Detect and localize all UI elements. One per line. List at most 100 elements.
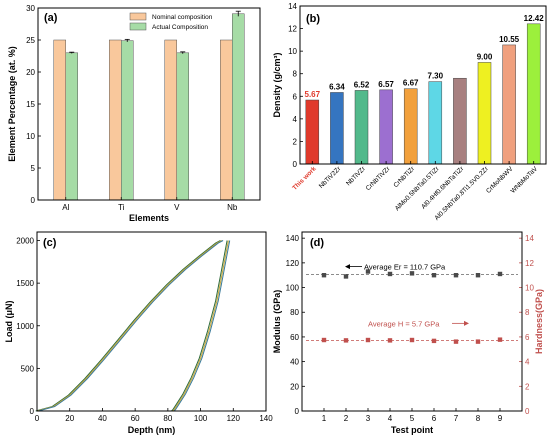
a-bar-actual-Al	[65, 52, 78, 201]
d-y-tick-label-6: 120	[286, 259, 300, 268]
a-y-tick-label-0: 0	[31, 196, 36, 205]
a-category-label-V: V	[174, 203, 180, 212]
c-xtick-label-0: 0	[35, 414, 40, 423]
b-y-tick-label-4: 8	[293, 70, 298, 79]
d-point-modulus-2	[343, 274, 349, 279]
d-plot-frame	[301, 231, 523, 412]
d-xtick-label-5: 6	[432, 414, 437, 423]
d-point-hardness-5	[409, 337, 415, 343]
c-xtick-label-1: 20	[65, 414, 74, 423]
d-y2-tick-label-2: 4	[525, 358, 530, 367]
a-panel-label: (a)	[44, 12, 58, 24]
d-panel-label: (d)	[310, 237, 324, 249]
d-y2-tick-label-3: 6	[525, 333, 530, 342]
d-point-modulus-1	[321, 273, 327, 278]
d-point-hardness-4	[387, 338, 393, 343]
d-xtick-label-1: 2	[344, 414, 349, 423]
b-bar-1	[330, 92, 344, 165]
b-bar-9	[526, 23, 541, 165]
d-y2-tick-label-5: 10	[525, 284, 534, 293]
d-annotation-arrowhead-hardness	[464, 320, 469, 326]
d-point-modulus-8	[475, 273, 481, 278]
d-y2-tick-label-4: 8	[525, 308, 530, 317]
d-point-modulus-6	[431, 273, 437, 278]
b-category-label-9: WNbMoTaV	[510, 165, 540, 195]
b-value-label-5: 7.30	[428, 72, 444, 81]
a-x-axis-label: Elements	[129, 213, 169, 223]
c-xtick-label-2: 40	[98, 414, 107, 423]
panel-a: Al Ti V Nb 0 5 10 15 20 25 30 (a) Elements Element Pe…	[7, 4, 261, 223]
b-category-label-1: NbTiV2Zr	[318, 165, 343, 190]
a-y-tick-label-1: 5	[31, 164, 36, 173]
b-value-label-9: 12.42	[524, 14, 545, 23]
d-xtick-label-6: 7	[454, 414, 459, 423]
d-point-modulus-9	[497, 271, 503, 277]
b-bar-7	[477, 62, 492, 165]
b-value-label-2: 6.52	[354, 80, 370, 89]
c-curve-unloading-0	[171, 240, 228, 412]
d-point-hardness-6	[431, 338, 437, 344]
c-x-axis-label: Depth (nm)	[128, 425, 176, 435]
d-xtick-label-8: 9	[498, 414, 503, 423]
d-point-modulus-7	[453, 273, 459, 278]
a-legend-label-0: Nominal composition	[152, 14, 213, 21]
c-curve-loading-1	[36, 240, 223, 412]
d-xtick-label-7: 8	[476, 414, 481, 423]
b-bar-6	[453, 77, 467, 165]
b-category-label-4: CrNbTiZr	[392, 165, 416, 189]
d-point-modulus-4	[387, 271, 393, 277]
a-y-tick-label-5: 25	[26, 36, 35, 45]
d-y-tick-label-2: 40	[290, 358, 299, 367]
d-y-tick-label-3: 60	[290, 333, 299, 342]
c-y-tick-label-4: 2000	[16, 237, 34, 246]
a-y-tick-label-3: 15	[26, 100, 35, 109]
d-xtick-label-0: 1	[322, 414, 327, 423]
b-y-tick-label-0: 0	[293, 160, 298, 169]
b-value-label-7: 9.00	[477, 52, 493, 61]
a-plot-frame	[37, 7, 261, 201]
a-category-label-Al: Al	[62, 203, 69, 212]
c-curve-unloading-2	[173, 240, 231, 412]
d-annotation-modulus: Average Er = 110.7 GPa	[364, 263, 446, 272]
a-y-tick-label-6: 30	[26, 4, 35, 13]
b-category-label-5: AlMo0.5NbTa0.5TiZr	[394, 165, 442, 213]
c-xtick-label-7: 140	[259, 414, 273, 423]
c-panel-label: (c)	[43, 237, 57, 249]
b-bar-4	[403, 88, 418, 165]
b-category-label-6: Al0.4Hf0.6NbTaTiZr	[420, 165, 466, 211]
b-category-label-2: NbTiVZr	[345, 165, 367, 187]
c-xtick-label-3: 60	[131, 414, 140, 423]
c-curve-loading-0	[35, 240, 221, 412]
d-y-tick-label-4: 80	[290, 308, 299, 317]
a-category-label-Nb: Nb	[227, 203, 238, 212]
panel-c: 0 20 40 60 80 100 120 140 0 500 1000 1500 2000 (c) Dep…	[4, 231, 273, 435]
d-y-tick-label-0: 0	[295, 407, 300, 416]
d-x-axis-label: Test point	[391, 425, 433, 435]
d-xtick-label-2: 3	[366, 414, 371, 423]
a-y-tick-label-4: 20	[26, 68, 35, 77]
b-bar-8	[502, 44, 516, 165]
d-point-hardness-7	[453, 339, 459, 344]
c-xtick-label-5: 100	[194, 414, 208, 423]
d-y-axis-label: Modulus (GPa)	[272, 290, 282, 354]
c-y-tick-label-1: 500	[21, 364, 35, 373]
b-y-tick-label-3: 6	[293, 92, 298, 101]
panel-b: 5.67 This work 6.34 NbTiV2Zr 6.52 NbTiVZr 6.57…	[272, 2, 547, 222]
c-y-tick-label-0: 0	[30, 407, 35, 416]
b-value-label-1: 6.34	[329, 82, 345, 91]
d-point-modulus-5	[409, 271, 415, 276]
a-bar-nominal-Ti	[109, 39, 122, 201]
c-curve-unloading-1	[172, 240, 229, 412]
a-legend-swatch-1	[129, 22, 147, 31]
d-y2-tick-label-0: 0	[525, 407, 530, 416]
b-bar-2	[354, 90, 369, 165]
d-annotation-hardness: Average H = 5.7 GPa	[368, 319, 440, 328]
a-bar-nominal-V	[164, 39, 177, 201]
d-point-hardness-3	[365, 337, 371, 343]
a-legend-swatch-0	[129, 12, 147, 21]
d-point-modulus-3	[365, 269, 371, 274]
d-y2-tick-label-6: 12	[525, 259, 534, 268]
b-value-label-4: 6.67	[403, 79, 419, 88]
b-plot-frame	[299, 5, 547, 165]
